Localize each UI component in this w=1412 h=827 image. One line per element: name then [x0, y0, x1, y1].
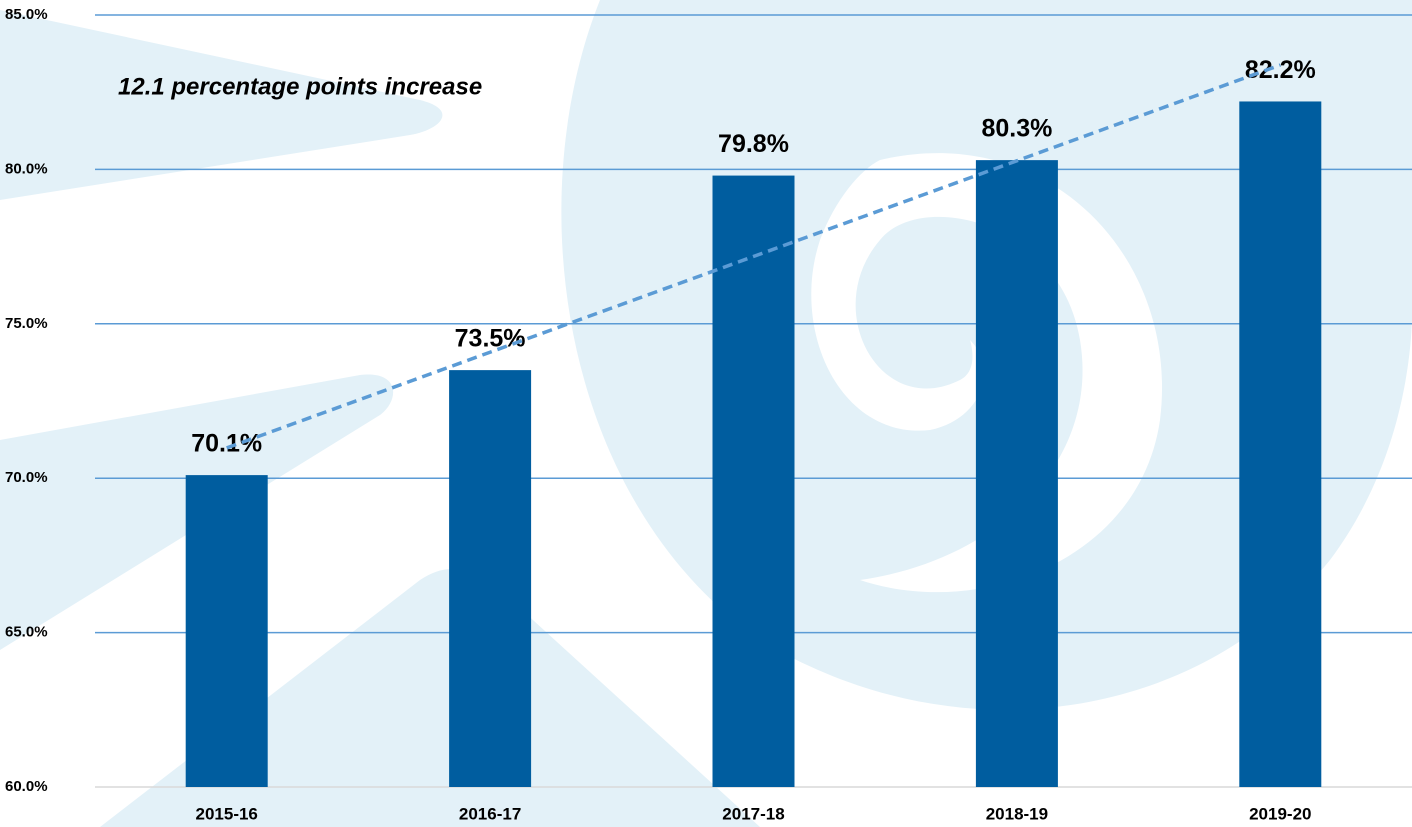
annotation: 12.1 percentage points increase	[118, 73, 482, 100]
data-label: 80.3%	[981, 115, 1052, 143]
y-tick-label: 75.0%	[5, 315, 48, 332]
x-tick-label: 2015-16	[196, 804, 258, 823]
bar	[975, 160, 1058, 788]
trendline	[226, 63, 1281, 450]
x-tick-label: 2016-17	[459, 804, 521, 823]
bar	[712, 175, 795, 788]
bar	[185, 475, 268, 787]
y-tick-label: 85.0%	[5, 6, 48, 23]
data-label: 70.1%	[191, 430, 262, 458]
data-label: 79.8%	[718, 130, 789, 158]
data-label: 73.5%	[455, 325, 526, 353]
y-tick-label: 65.0%	[5, 624, 48, 641]
x-tick-label: 2018-19	[986, 804, 1048, 823]
y-tick-label: 70.0%	[5, 469, 48, 486]
bar	[449, 370, 532, 787]
data-label: 82.2%	[1245, 56, 1316, 84]
y-tick-label: 60.0%	[5, 778, 48, 795]
x-tick-label: 2019-20	[1249, 804, 1311, 823]
x-tick-label: 2017-18	[722, 804, 784, 823]
y-tick-label: 80.0%	[5, 160, 48, 177]
bar	[1239, 101, 1322, 788]
